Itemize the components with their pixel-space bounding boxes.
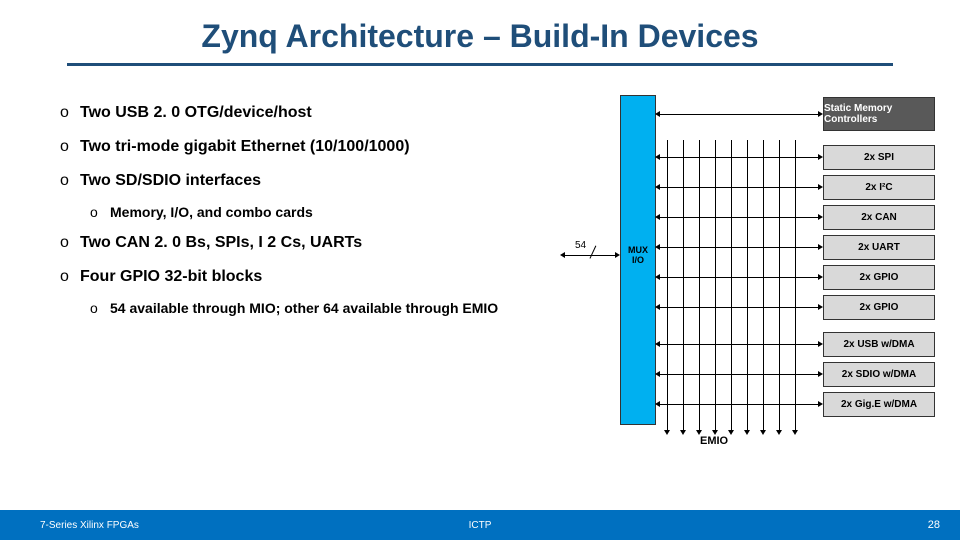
footer-bar: 7-Series Xilinx FPGAs ICTP 28 — [0, 510, 960, 540]
bus-line — [795, 140, 796, 430]
bus-line — [731, 140, 732, 430]
bullet-item: Memory, I/O, and combo cards — [90, 198, 600, 226]
arrow — [660, 187, 818, 188]
device-box: 2x CAN — [823, 205, 935, 230]
arrow — [660, 344, 818, 345]
bus-slash — [590, 246, 605, 263]
mux-label-2: I/O — [632, 255, 644, 265]
footer-left-text: 7-Series Xilinx FPGAs — [40, 520, 139, 531]
device-box: 2x Gig.E w/DMA — [823, 392, 935, 417]
bus-line — [699, 140, 700, 430]
device-box: 2x I²C — [823, 175, 935, 200]
page-number: 28 — [928, 519, 940, 531]
mux-label-1: MUX — [628, 245, 648, 255]
bullet-item: Four GPIO 32-bit blocks — [60, 260, 600, 294]
arrow — [660, 374, 818, 375]
bullet-list: Two USB 2. 0 OTG/device/hostTwo tri-mode… — [60, 96, 600, 322]
arrow — [660, 404, 818, 405]
footer-mid-text: ICTP — [469, 520, 492, 531]
bullet-item: Two CAN 2. 0 Bs, SPIs, I 2 Cs, UARTs — [60, 226, 600, 260]
bus-line — [715, 140, 716, 430]
arrow — [660, 114, 818, 115]
vertical-bus-lines — [667, 140, 807, 440]
external-arrow — [565, 255, 615, 256]
bullet-item: Two tri-mode gigabit Ethernet (10/100/10… — [60, 130, 600, 164]
device-box: 2x GPIO — [823, 295, 935, 320]
bus-line — [747, 140, 748, 430]
mux-label: MUX I/O — [623, 245, 653, 265]
arrow — [660, 217, 818, 218]
pin-count-label: 54 — [575, 240, 586, 251]
bullet-item: Two SD/SDIO interfaces — [60, 164, 600, 198]
device-box: 2x SDIO w/DMA — [823, 362, 935, 387]
bus-line — [779, 140, 780, 430]
device-box: 2x SPI — [823, 145, 935, 170]
architecture-diagram: MUX I/O 54 EMIO Static Memory Controller… — [575, 95, 935, 455]
bus-line — [667, 140, 668, 430]
device-box: 2x USB w/DMA — [823, 332, 935, 357]
device-box: 2x GPIO — [823, 265, 935, 290]
bus-line — [683, 140, 684, 430]
device-box-static-mem: Static Memory Controllers — [823, 97, 935, 131]
arrow — [660, 307, 818, 308]
arrow — [660, 157, 818, 158]
arrow — [660, 247, 818, 248]
page-title: Zynq Architecture – Build-In Devices — [0, 0, 960, 63]
bullet-item: Two USB 2. 0 OTG/device/host — [60, 96, 600, 130]
bus-line — [763, 140, 764, 430]
emio-label: EMIO — [700, 435, 728, 447]
device-box: 2x UART — [823, 235, 935, 260]
bullet-item: 54 available through MIO; other 64 avail… — [90, 294, 600, 322]
arrow — [660, 277, 818, 278]
